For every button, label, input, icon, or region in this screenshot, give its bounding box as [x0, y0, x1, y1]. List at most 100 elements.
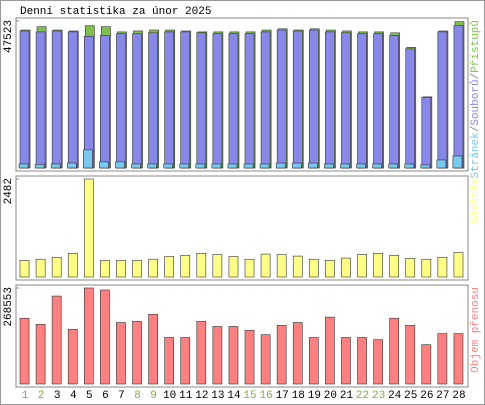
bar — [148, 258, 158, 278]
bar — [421, 97, 432, 169]
bar — [341, 337, 351, 385]
bar — [389, 254, 400, 278]
bar — [244, 258, 255, 278]
bar — [308, 29, 319, 169]
x-tick-label: 13 — [211, 390, 224, 402]
bar — [115, 161, 125, 169]
legend: Objem přenosu — [470, 287, 482, 373]
bar — [325, 260, 335, 278]
bar — [357, 337, 367, 385]
bar — [164, 31, 175, 169]
bar — [148, 32, 158, 169]
bar — [420, 164, 431, 169]
bar — [260, 334, 271, 385]
bar — [51, 30, 62, 169]
bar — [195, 163, 206, 169]
bar — [276, 29, 287, 169]
legend: Stránek/Souborů/Přístupů — [469, 20, 482, 178]
legend: Návštěv — [470, 178, 482, 225]
bar — [276, 325, 287, 385]
bar — [51, 256, 62, 278]
bar — [244, 330, 255, 385]
bar — [35, 258, 46, 278]
bar — [99, 161, 109, 169]
bar — [132, 321, 142, 385]
bar — [260, 31, 271, 169]
bar — [180, 254, 191, 278]
x-tick-label: 19 — [308, 390, 321, 402]
x-tick-label: 28 — [452, 390, 465, 402]
bar — [437, 31, 448, 169]
bar — [19, 30, 30, 169]
bar — [244, 33, 255, 169]
bar — [83, 178, 94, 278]
bar — [389, 35, 400, 169]
x-tick-label: 24 — [388, 390, 402, 402]
x-tick-label: 12 — [195, 390, 208, 402]
bar — [212, 326, 223, 385]
bar — [34, 163, 45, 169]
bar — [373, 339, 383, 385]
bar — [437, 333, 448, 385]
bar — [67, 253, 78, 278]
bar — [132, 260, 142, 278]
bar — [453, 25, 464, 169]
bar — [228, 256, 239, 278]
panel — [15, 17, 469, 172]
bar — [100, 260, 110, 278]
x-tick-label: 4 — [70, 390, 77, 402]
y-tick-label: 268553 — [3, 287, 15, 327]
x-tick-label: 9 — [150, 390, 157, 402]
bar — [307, 162, 318, 169]
bar — [66, 162, 77, 169]
x-tick-label: 10 — [163, 390, 176, 402]
bar — [243, 163, 254, 169]
bar — [341, 257, 351, 278]
bar — [291, 162, 302, 169]
bar — [196, 321, 207, 385]
bar — [308, 258, 319, 278]
bar — [50, 163, 61, 169]
panel — [15, 284, 469, 388]
bar — [357, 33, 367, 169]
x-tick-label: 2 — [38, 390, 45, 402]
bar — [356, 163, 366, 169]
bar — [324, 163, 334, 169]
bar — [292, 322, 303, 385]
bar — [227, 163, 238, 169]
bar — [405, 258, 416, 278]
bar — [453, 252, 464, 278]
bar — [196, 32, 207, 169]
bar — [100, 289, 110, 385]
bar — [228, 326, 239, 385]
bar — [372, 163, 382, 169]
bar — [212, 33, 223, 169]
x-tick-label: 16 — [260, 390, 273, 402]
bar — [275, 162, 286, 169]
bar — [35, 324, 46, 385]
bar — [147, 163, 157, 169]
x-tick-label: 7 — [118, 390, 125, 402]
bar — [211, 163, 222, 169]
legend-separator: / — [470, 126, 482, 133]
bar — [67, 329, 78, 385]
bar — [453, 333, 464, 385]
bar — [18, 163, 29, 169]
bar — [373, 253, 383, 278]
bar — [116, 260, 126, 278]
bar — [292, 255, 303, 278]
bar — [163, 163, 174, 169]
x-tick-label: 21 — [340, 390, 354, 402]
x-tick-label: 5 — [86, 390, 93, 402]
x-tick-label: 6 — [102, 390, 109, 402]
bar — [308, 337, 319, 385]
bar — [437, 256, 448, 278]
bar — [276, 254, 287, 278]
y-tick-label: 2482 — [3, 178, 15, 204]
bar — [180, 31, 191, 169]
bar — [228, 33, 239, 169]
x-tick-label: 14 — [227, 390, 241, 402]
x-tick-label: 27 — [436, 390, 449, 402]
